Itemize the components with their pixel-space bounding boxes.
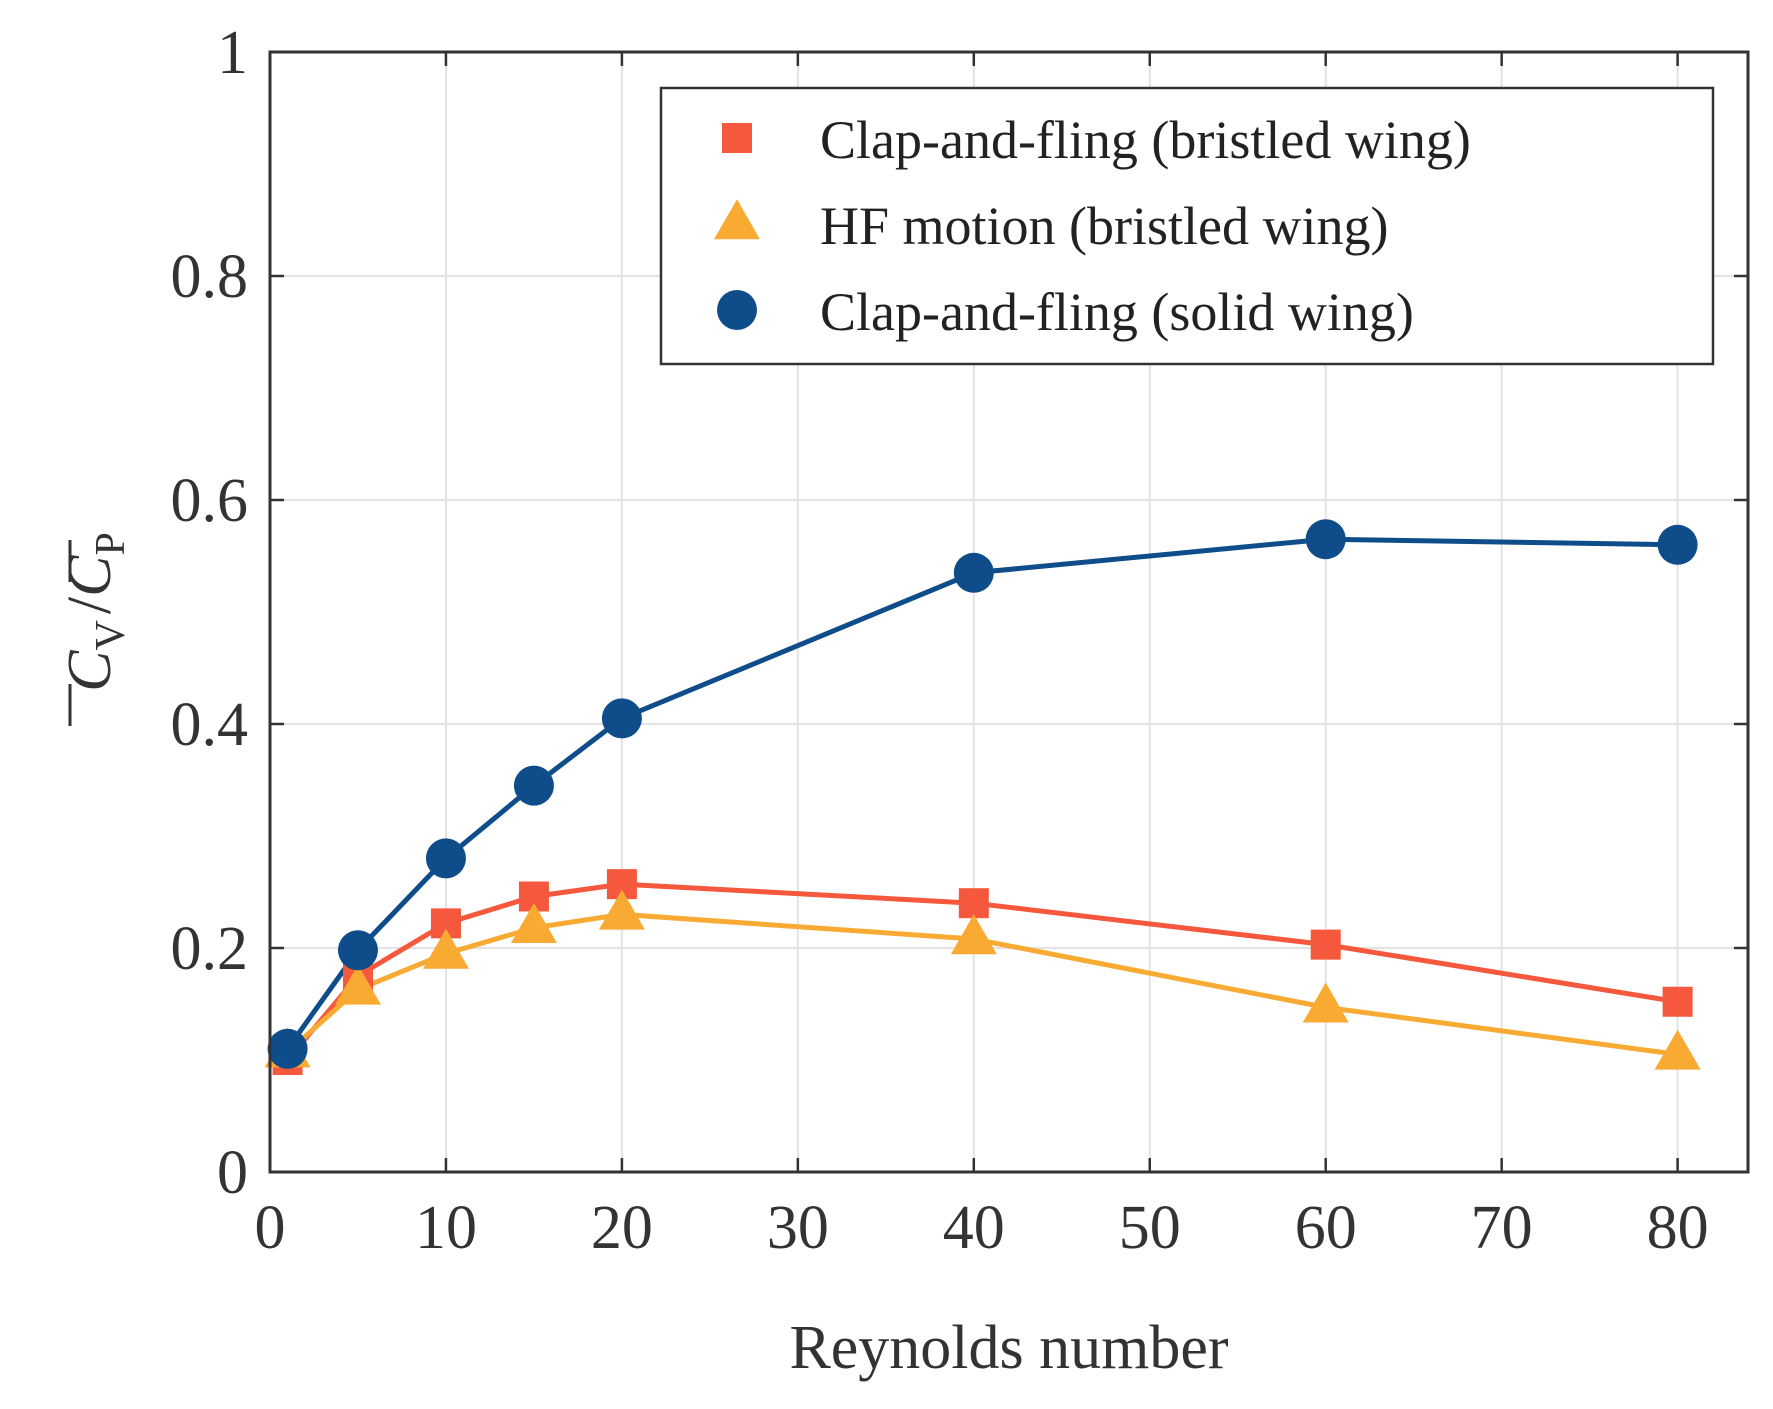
data-point-triangle [510, 903, 557, 944]
data-point-circle [267, 1028, 308, 1069]
y-axis-label-sub2: P [88, 532, 134, 555]
data-point-circle [953, 552, 994, 593]
x-tick-label: 80 [1647, 1194, 1709, 1262]
y-tick-label: 0.6 [171, 467, 249, 535]
legend-label: HF motion (bristled wing) [820, 196, 1388, 256]
y-tick-labels: 0 0.2 0.4 0.6 0.8 1 [171, 19, 249, 1207]
data-point-circle [337, 930, 378, 971]
y-tick-label: 1 [217, 19, 248, 87]
data-point-square [1310, 929, 1341, 960]
y-tick-label: 0.4 [171, 691, 249, 759]
legend-label: Clap-and-fling (bristled wing) [820, 110, 1471, 170]
x-tick-label: 20 [591, 1194, 653, 1262]
x-tick-label: 60 [1295, 1194, 1357, 1262]
data-point-circle [425, 838, 466, 879]
series-line-circle [285, 536, 1678, 1051]
legend-marker-circle [717, 290, 757, 330]
x-tick-label: 70 [1471, 1194, 1533, 1262]
y-tick-label: 0 [217, 1139, 248, 1207]
data-point-circle [1305, 519, 1346, 560]
series-markers [264, 519, 1701, 1075]
data-point-square [1662, 986, 1693, 1017]
x-tick-label: 10 [415, 1194, 477, 1262]
x-tick-labels: 0 10 20 30 40 50 60 70 80 [255, 1194, 1709, 1262]
data-point-circle [1657, 524, 1698, 565]
data-point-triangle [950, 914, 997, 955]
y-axis-label-slash: / [56, 596, 124, 614]
y-axis-label: CV/CP [56, 532, 134, 692]
data-point-triangle [422, 928, 469, 969]
axes-box [268, 50, 1750, 1174]
legend-marker-triangle [714, 199, 760, 240]
y-axis-label-sub1: V [88, 620, 134, 650]
data-point-triangle [1302, 982, 1349, 1023]
data-point-triangle [1654, 1029, 1701, 1070]
data-point-square [958, 888, 989, 919]
legend-marker-square [722, 123, 752, 153]
y-tick-label: 0.2 [171, 915, 249, 983]
legend-label: Clap-and-fling (solid wing) [820, 282, 1414, 342]
x-tick-label: 0 [255, 1194, 286, 1262]
x-tick-label: 50 [1119, 1194, 1181, 1262]
legend-box [659, 86, 1715, 366]
y-axis-label-c1: C [56, 650, 124, 692]
data-point-circle [513, 765, 554, 806]
y-axis-label-c2: C [56, 555, 124, 597]
data-point-triangle [334, 964, 381, 1005]
x-tick-label: 40 [943, 1194, 1005, 1262]
y-tick-label: 0.8 [171, 243, 249, 311]
x-tick-label: 30 [767, 1194, 829, 1262]
legend: Clap-and-fling (bristled wing) HF motion … [659, 86, 1715, 366]
x-axis-label: Reynolds number [789, 1314, 1228, 1382]
data-point-triangle [598, 889, 645, 930]
legend-entries: Clap-and-fling (bristled wing) HF motion … [714, 110, 1471, 342]
data-point-circle [601, 698, 642, 739]
